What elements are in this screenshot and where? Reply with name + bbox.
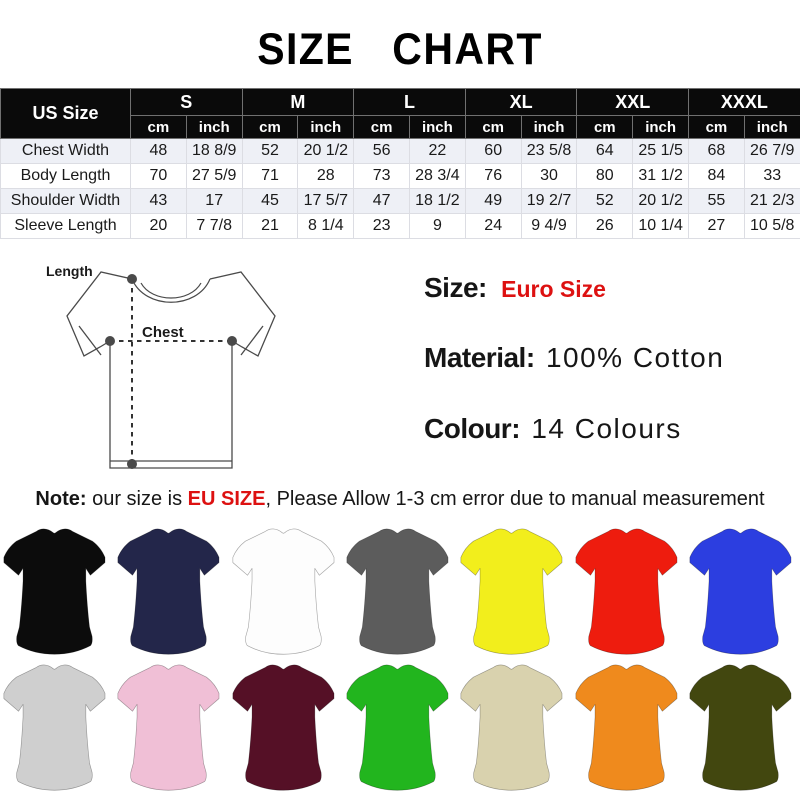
svg-text:Length: Length: [46, 264, 93, 279]
svg-text:Chest: Chest: [142, 324, 184, 341]
